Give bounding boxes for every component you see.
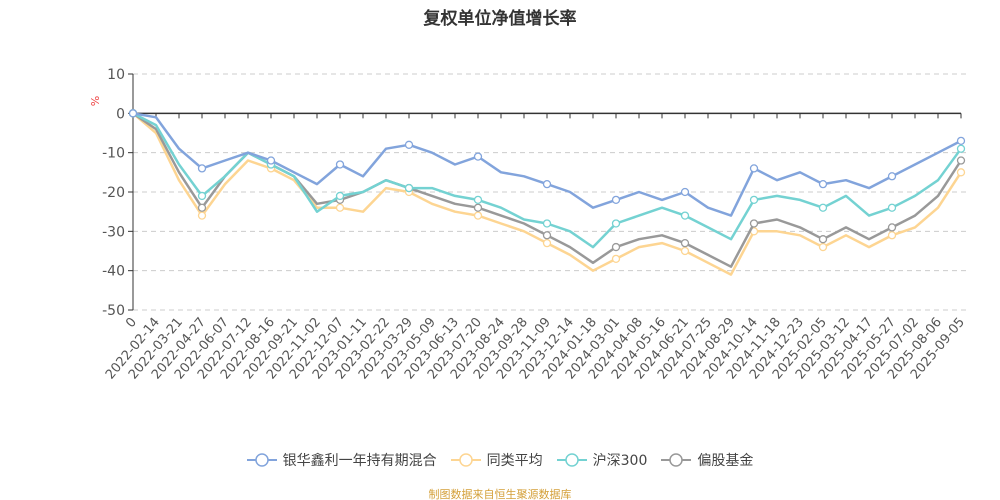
data-point bbox=[887, 223, 897, 232]
data-point bbox=[197, 164, 207, 173]
legend-label: 同类平均 bbox=[486, 453, 543, 469]
data-point bbox=[128, 109, 138, 118]
data-point bbox=[818, 179, 828, 189]
y-tick-label: -40 bbox=[102, 264, 125, 280]
legend-item[interactable]: 银华鑫利一年持有期混合 bbox=[246, 450, 437, 470]
data-point bbox=[611, 254, 621, 264]
data-point bbox=[542, 179, 552, 189]
data-point bbox=[749, 219, 759, 228]
data-point bbox=[887, 172, 897, 181]
source-note: 制图数据来自恒生聚源数据库 bbox=[428, 488, 572, 500]
data-point bbox=[335, 203, 345, 212]
chart-title: 复权单位净值增长率 bbox=[423, 9, 577, 29]
data-point bbox=[335, 160, 345, 169]
line-chart: 100-10-20-30-40-50%02022-02-142022-03-21… bbox=[89, 67, 968, 382]
y-tick-label: -10 bbox=[102, 146, 125, 162]
legend-label: 银华鑫利一年持有期混合 bbox=[282, 453, 437, 469]
data-point bbox=[335, 191, 345, 201]
y-tick-label: -50 bbox=[102, 303, 125, 319]
data-point bbox=[956, 136, 966, 146]
data-point bbox=[404, 140, 414, 149]
x-tick-label: 0 bbox=[123, 315, 140, 331]
data-point bbox=[197, 211, 207, 220]
data-point bbox=[473, 203, 483, 212]
data-point bbox=[197, 203, 207, 212]
data-point bbox=[404, 183, 414, 193]
legend-marker-icon bbox=[556, 453, 587, 467]
data-point bbox=[542, 231, 552, 240]
data-point bbox=[887, 203, 897, 212]
y-axis-label: % bbox=[89, 96, 102, 106]
data-point bbox=[473, 211, 483, 220]
legend-label: 沪深300 bbox=[592, 453, 648, 469]
legend-marker-icon bbox=[450, 453, 481, 467]
data-point bbox=[749, 195, 759, 205]
data-point bbox=[611, 219, 621, 228]
data-point bbox=[818, 203, 828, 212]
data-point bbox=[956, 144, 966, 153]
legend-marker-icon bbox=[246, 453, 277, 467]
data-point bbox=[542, 219, 552, 228]
data-point bbox=[680, 238, 690, 248]
y-tick-label: 0 bbox=[116, 106, 125, 122]
data-point bbox=[818, 235, 828, 244]
legend-item[interactable]: 沪深300 bbox=[556, 450, 648, 470]
legend-label: 偏股基金 bbox=[697, 453, 754, 469]
legend: 银华鑫利一年持有期混合 同类平均 沪深300 偏股基金 bbox=[0, 450, 1000, 470]
legend-marker-icon bbox=[661, 453, 692, 467]
y-tick-label: -20 bbox=[102, 185, 125, 201]
legend-item[interactable]: 同类平均 bbox=[450, 450, 543, 470]
data-point bbox=[680, 246, 690, 256]
y-tick-label: -30 bbox=[102, 224, 125, 240]
data-point bbox=[611, 195, 621, 205]
data-point bbox=[680, 187, 690, 197]
data-point bbox=[542, 238, 552, 248]
data-point bbox=[956, 168, 966, 177]
legend-item[interactable]: 偏股基金 bbox=[661, 450, 753, 470]
data-point bbox=[473, 152, 483, 161]
data-point bbox=[266, 156, 276, 165]
data-point bbox=[887, 231, 897, 240]
y-tick-label: 10 bbox=[107, 67, 125, 83]
data-point bbox=[611, 242, 621, 252]
data-point bbox=[749, 164, 759, 173]
data-point bbox=[473, 195, 483, 205]
series-line-1 bbox=[132, 112, 963, 276]
data-point bbox=[818, 242, 828, 252]
data-point bbox=[956, 156, 966, 165]
data-point bbox=[197, 191, 207, 201]
data-point bbox=[680, 211, 690, 220]
